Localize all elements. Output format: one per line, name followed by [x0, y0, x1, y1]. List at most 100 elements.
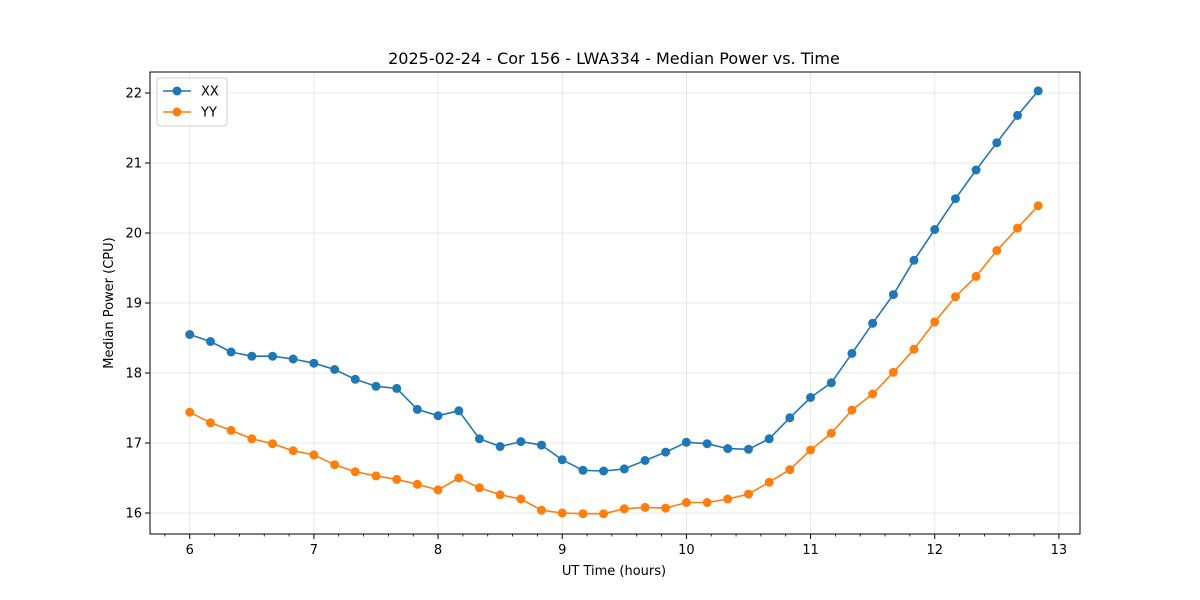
data-point-xx [557, 455, 567, 465]
x-tick-label: 8 [434, 543, 442, 558]
data-point-xx [888, 290, 898, 300]
data-point-yy [992, 246, 1002, 255]
data-point-yy [495, 490, 505, 500]
data-point-yy [702, 498, 712, 507]
data-point-xx [743, 444, 753, 454]
chart-title: 2025-02-24 - Cor 156 - LWA334 - Median P… [388, 49, 840, 68]
data-point-yy [412, 479, 422, 489]
data-point-xx [992, 138, 1002, 148]
grid [150, 72, 1080, 534]
x-tick-label: 9 [558, 543, 566, 558]
data-point-xx [536, 440, 546, 450]
data-point-yy [1013, 223, 1023, 233]
data-point-yy [930, 317, 940, 327]
data-point-yy [661, 503, 671, 513]
data-point-xx [930, 225, 940, 234]
data-point-xx [826, 378, 836, 388]
data-point-yy [723, 494, 733, 504]
data-point-yy [309, 450, 319, 460]
y-tick-label: 17 [125, 437, 142, 452]
data-point-xx [723, 444, 733, 454]
y-tick-label: 20 [125, 227, 142, 242]
series-yy [185, 201, 1043, 519]
legend-label-xx: XX [201, 85, 219, 100]
data-point-xx [288, 354, 298, 364]
data-point-yy [350, 467, 360, 477]
legend-marker-xx [172, 86, 182, 96]
data-point-xx [330, 365, 340, 374]
data-point-yy [847, 405, 857, 415]
data-point-yy [557, 508, 567, 518]
data-point-yy [226, 425, 236, 435]
data-point-xx [599, 466, 609, 476]
x-tick-label: 11 [802, 543, 819, 558]
data-point-xx [619, 464, 629, 474]
data-point-yy [578, 509, 588, 519]
data-point-xx [1033, 86, 1043, 96]
data-point-yy [1033, 201, 1043, 211]
legend: XX YY [156, 77, 228, 127]
data-point-xx [950, 194, 960, 204]
data-point-yy [640, 502, 650, 512]
data-point-xx [806, 393, 816, 402]
data-point-yy [743, 489, 753, 499]
data-point-xx [268, 351, 278, 361]
x-tick-label: 6 [186, 543, 194, 558]
data-point-yy [868, 389, 878, 399]
data-point-yy [454, 473, 464, 483]
series-xx [185, 86, 1043, 476]
data-point-xx [309, 358, 319, 368]
series-layer [185, 86, 1043, 519]
data-point-yy [330, 460, 340, 470]
data-point-yy [806, 445, 816, 455]
data-point-yy [619, 504, 629, 514]
data-point-xx [185, 330, 195, 339]
data-point-xx [909, 255, 919, 265]
data-point-xx [640, 456, 650, 465]
data-point-xx [371, 381, 381, 391]
data-point-xx [350, 374, 360, 384]
data-point-xx [433, 411, 443, 421]
legend-marker-yy [172, 107, 182, 117]
x-tick-label: 7 [310, 543, 318, 558]
data-point-xx [702, 439, 712, 449]
data-point-yy [681, 498, 691, 507]
data-point-yy [888, 367, 898, 377]
data-point-yy [288, 446, 298, 456]
data-point-yy [516, 494, 526, 504]
data-point-xx [516, 437, 526, 447]
y-tick-label: 18 [125, 367, 142, 382]
data-point-xx [971, 165, 981, 175]
y-tick-label: 16 [125, 507, 142, 522]
axis-ticks: 6 7 8 9 10 11 12 13 16 17 18 19 20 21 22 [125, 87, 1067, 559]
legend-label-yy: YY [200, 106, 217, 121]
data-point-xx [578, 465, 588, 475]
data-point-xx [205, 337, 215, 346]
y-tick-label: 22 [125, 87, 142, 102]
data-point-yy [392, 474, 402, 484]
data-point-yy [909, 344, 919, 354]
data-point-xx [1013, 110, 1023, 120]
data-point-yy [599, 509, 609, 519]
data-point-xx [474, 434, 484, 444]
data-point-yy [536, 505, 546, 515]
data-point-yy [247, 434, 257, 444]
y-tick-label: 21 [125, 157, 142, 172]
y-axis-label: Median Power (CPU) [102, 237, 117, 368]
data-point-yy [474, 483, 484, 493]
data-point-xx [661, 447, 671, 457]
data-point-yy [785, 465, 795, 475]
data-point-yy [764, 477, 774, 487]
data-point-yy [268, 439, 278, 449]
x-axis-label: UT Time (hours) [562, 564, 666, 579]
x-tick-label: 13 [1051, 543, 1068, 558]
data-point-xx [847, 348, 857, 358]
data-point-xx [764, 434, 774, 444]
data-point-yy [185, 407, 195, 417]
data-point-yy [950, 292, 960, 302]
data-point-yy [971, 271, 981, 281]
x-tick-label: 12 [926, 543, 943, 558]
data-point-yy [371, 471, 381, 481]
data-point-xx [412, 404, 422, 414]
